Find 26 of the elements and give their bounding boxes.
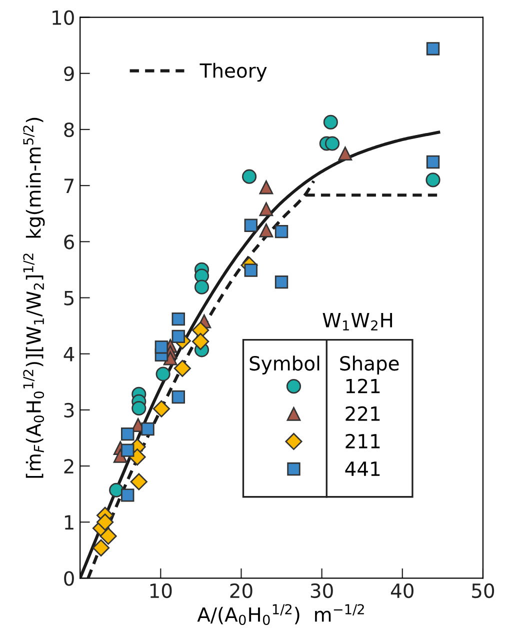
y-tick-label: 5 (64, 290, 74, 306)
legend-title: W$_{1}$W$_{2}$H (322, 313, 392, 330)
x-tick-label: 30 (310, 583, 333, 598)
legend-label: 441 (345, 462, 380, 476)
annotation: Shape (340, 356, 399, 374)
y-tick-label: 4 (64, 347, 74, 362)
x-axis-title: A/(A$_{0}$H$_{0}$$^{1/2}$) m$^{−1/2}$ (197, 604, 364, 626)
y-tick-label: 2 (64, 458, 74, 474)
y-tick-label: 3 (64, 402, 74, 418)
y-tick-label: 0 (64, 571, 74, 586)
legend-label: 211 (346, 434, 380, 448)
x-tick-label: 10 (150, 583, 172, 598)
y-tick-label: 1 (64, 515, 74, 530)
y-tick-label: 8 (64, 122, 74, 138)
annotation: Symbol (250, 356, 320, 374)
legend-label: 121 (346, 378, 380, 394)
legend-label: Theory (200, 62, 267, 82)
x-tick-label: 50 (472, 583, 494, 598)
x-tick-label: 20 (230, 583, 252, 598)
y-tick-label: 6 (64, 234, 74, 250)
y-tick-label: 9 (64, 66, 74, 82)
legend-label: 221 (346, 406, 380, 421)
text: [ṁ$_{F}$(A$_{0}$H$_{0}$$^{1/2}$)][W$_{1}$/W$_{2}$]$^{1/2}$ kg(min-m$^{5/2}$) (23, 118, 45, 478)
y-tick-label: 7 (64, 178, 74, 193)
x-tick-label: 40 (390, 583, 414, 598)
y-tick-label: 10 (52, 10, 74, 25)
